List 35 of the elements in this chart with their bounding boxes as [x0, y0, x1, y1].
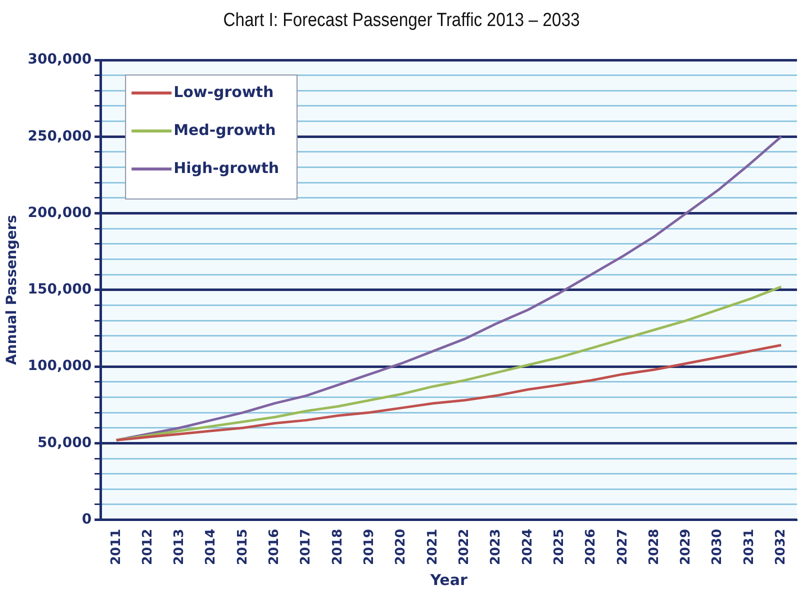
x-tick-label: 2024: [520, 528, 536, 566]
x-tick-label: 2031: [742, 528, 757, 566]
x-tick-label: 2022: [456, 528, 472, 566]
x-tick-label: 2012: [140, 528, 156, 566]
x-tick-label: 2026: [584, 528, 599, 566]
x-tick-label: 2032: [774, 528, 789, 566]
x-tick-label: 2019: [362, 528, 378, 566]
y-tick-label: 100,000: [28, 358, 92, 374]
x-tick-label: 2030: [710, 528, 726, 566]
legend-label: High-growth: [174, 158, 280, 177]
x-tick-label: 2015: [235, 528, 250, 566]
x-tick-label: 2027: [615, 528, 630, 566]
x-tick-label: 2013: [172, 528, 188, 566]
x-tick-label: 2014: [204, 528, 219, 566]
y-tick-label: 0: [82, 511, 92, 528]
x-tick-label: 2029: [678, 528, 694, 566]
y-tick-label: 300,000: [28, 52, 92, 68]
x-tick-label: 2023: [488, 528, 504, 566]
y-axis-title: Annual Passengers: [4, 214, 20, 365]
x-tick-label: 2011: [108, 528, 124, 566]
chart-title: Chart I: Forecast Passenger Traffic 2013 – 2033: [222, 10, 581, 32]
y-tick-label: 50,000: [38, 434, 92, 451]
x-tick-label: 2021: [425, 528, 440, 566]
x-tick-label: 2028: [646, 528, 662, 566]
legend-label: Med-growth: [174, 120, 276, 139]
x-axis-title: Year: [429, 570, 468, 589]
x-tick-label: 2025: [552, 528, 567, 566]
y-tick-label: 150,000: [28, 282, 92, 298]
x-tick-label: 2018: [330, 528, 346, 566]
x-tick-label: 2020: [394, 528, 409, 566]
x-tick-label: 2017: [298, 528, 314, 566]
x-tick-label: 2016: [267, 528, 282, 566]
y-tick-label: 200,000: [28, 204, 92, 221]
y-tick-label: 250,000: [28, 128, 92, 144]
legend-label: Low-growth: [174, 82, 274, 101]
